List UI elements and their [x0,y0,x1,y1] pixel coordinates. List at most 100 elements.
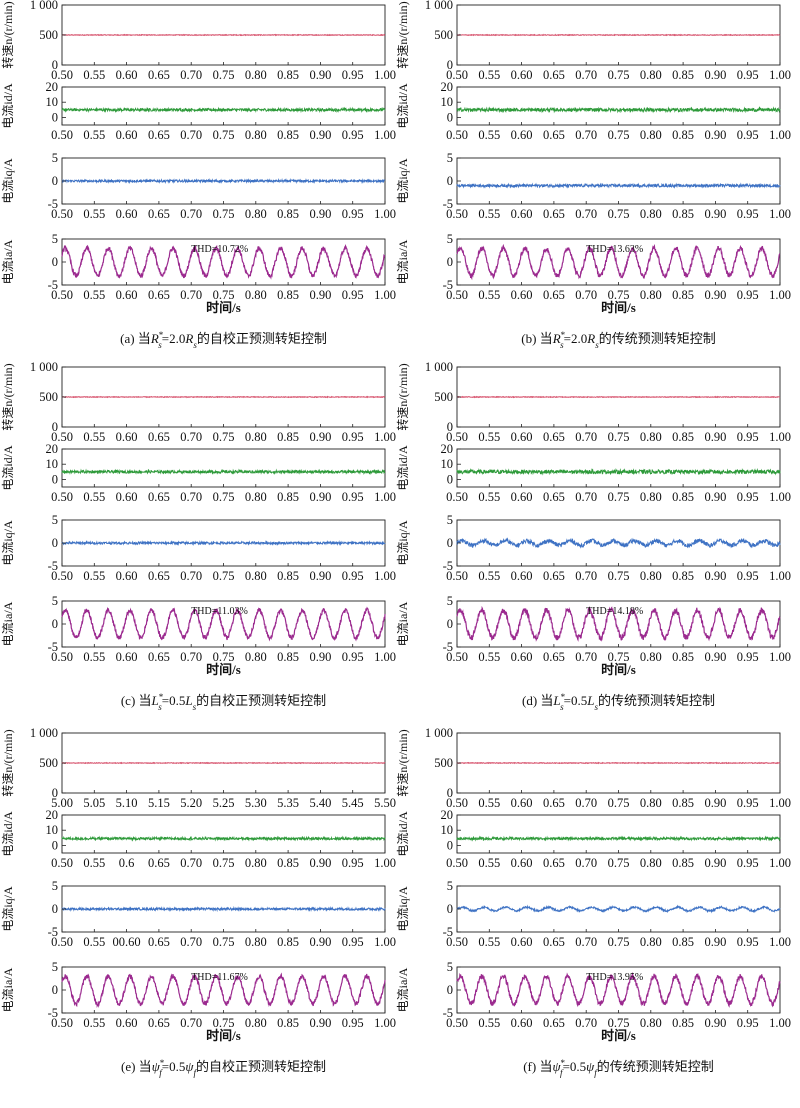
x-tick-label: 0.55 [83,207,105,221]
x-tick-label: 0.65 [148,569,170,583]
x-tick-label: 0.85 [277,650,299,664]
x-tick-label: 1.00 [769,796,791,810]
y-tick-label: 20 [441,442,454,456]
x-tick-label: 1.00 [769,128,791,142]
y-tick-label: 0 [447,983,453,997]
x-tick-label: 1.00 [374,856,396,870]
plot-frame [456,157,781,205]
y-axis-label: 电流iq/A [396,886,410,932]
x-tick-label: 0.60 [116,288,138,302]
y-tick-label: 10 [46,823,59,837]
x-tick-label: 0.65 [543,1016,565,1030]
caption-part: s [193,702,197,712]
x-tick-label: 0.55 [83,128,105,142]
y-tick-label: 0 [447,902,453,916]
caption-part: s [560,340,564,350]
x-tick-label: 0.65 [543,288,565,302]
caption-part: * [159,692,164,702]
y-tick-label: 20 [46,442,59,456]
x-tick-label: 0.50 [446,856,468,870]
plot-frame [61,448,386,488]
caption-part: s [595,340,599,350]
y-axis-label: 电流id/A [396,811,410,857]
x-tick-label: 0.55 [83,650,105,664]
panel-0: 0 500 1 000 0.50 0.55 0.60 0.65 0.70 0.75 0.80 0.8… [0,360,396,444]
y-tick-label: -5 [48,197,58,211]
x-tick-label: 0.80 [640,288,662,302]
x-tick-label: 0.60 [511,856,533,870]
y-axis-label: 电流id/A [396,445,410,491]
x-tick-label: 0.60 [511,935,533,949]
x-tick-label: 0.50 [51,430,73,444]
panel-2: -5 0 5 0.50 0.55 0.60 0.65 0.70 0.75 0.80 0.85 0.90… [396,513,791,583]
x-tick-label: 0.80 [245,128,267,142]
series-line [456,835,781,842]
y-axis-label: 转速n/(r/min) [395,729,410,796]
caption-part: * [561,1058,566,1068]
panel-3: -5 0 5 0.50 0.55 0.60 0.65 0.70 0.75 0.80 0.85 0.90… [1,960,396,1030]
x-tick-label: 1.00 [769,490,791,504]
y-axis-label: 转速n/(r/min) [395,1,410,68]
x-tick-label: 0.60 [116,207,138,221]
x-tick-label: 0.95 [342,128,364,142]
caption-part: =2.0 [564,331,588,346]
series-line [456,761,781,765]
panel-2: -5 0 5 0.50 0.55 0.60 0.65 0.70 0.75 0.80 0.85 0.90… [1,151,396,221]
caption-part: =0.5 [563,1059,587,1074]
x-tick-label: 0.70 [180,68,202,82]
y-axis-label: 电流iq/A [1,158,15,204]
caption-part: R [586,331,595,346]
x-tick-label: 0.90 [309,68,331,82]
x-tick-label: 0.50 [446,569,468,583]
x-tick-label: 0.70 [575,207,597,221]
x-tick-label: 0.50 [446,1016,468,1030]
x-tick-label: 5.40 [309,796,331,810]
x-tick-label: 5.15 [148,796,170,810]
y-tick-label: -5 [48,278,58,292]
x-tick-label: 5.50 [374,796,396,810]
caption-part: s [158,702,162,712]
x-tick-label: 0.75 [213,68,235,82]
x-tick-label: 0.90 [309,430,331,444]
y-tick-label: 0 [52,536,58,550]
caption-part: L [151,693,159,708]
plot-frame [456,519,781,567]
y-tick-label: 5 [447,232,453,246]
y-tick-label: 5 [447,513,453,527]
caption-part: R [552,331,561,346]
y-axis-label: 电流ia/A [396,239,410,284]
panel-3: -5 0 5 0.50 0.55 0.60 0.65 0.70 0.75 0.80 0.85 0.90… [396,232,791,302]
series-line [61,395,386,399]
x-tick-label: 0.95 [737,935,759,949]
x-tick-label: 0.95 [737,207,759,221]
x-tick-label: 0.60 [511,288,533,302]
x-tick-label: 1.00 [374,207,396,221]
panel-3: -5 0 5 0.50 0.55 0.60 0.65 0.70 0.75 0.80 0.85 0.90… [1,232,396,302]
x-tick-label: 0.75 [213,1016,235,1030]
y-tick-label: 5 [447,151,453,165]
x-tick-label: 0.90 [309,569,331,583]
x-tick-label: 0.50 [446,430,468,444]
y-tick-label: 0 [52,255,58,269]
caption-part: (f) 当 [523,1059,552,1074]
x-tick-label: 0.55 [478,128,500,142]
y-tick-label: 0 [52,902,58,916]
x-tick-label: 0.75 [608,856,630,870]
x-tick-label: 0.75 [608,207,630,221]
x-tick-label: 0.60 [511,128,533,142]
x-tick-label: 0.65 [148,1016,170,1030]
x-tick-label: 1.00 [374,650,396,664]
panel-2: -5 0 5 0.50 0.55 0.60 0.65 0.70 0.75 0.80 0.85 0.90… [396,151,791,221]
x-tick-label: 0.95 [342,935,364,949]
x-tick-label: 0.75 [213,430,235,444]
x-tick-label: 0.70 [180,935,202,949]
x-tick-label: 0.95 [342,650,364,664]
x-tick-label: 0.95 [342,1016,364,1030]
x-tick-label: 0.95 [342,430,364,444]
x-tick-label: 1.00 [374,935,396,949]
x-tick-label: 0.85 [277,856,299,870]
series-line [456,537,781,549]
x-tick-label: 0.75 [213,935,235,949]
